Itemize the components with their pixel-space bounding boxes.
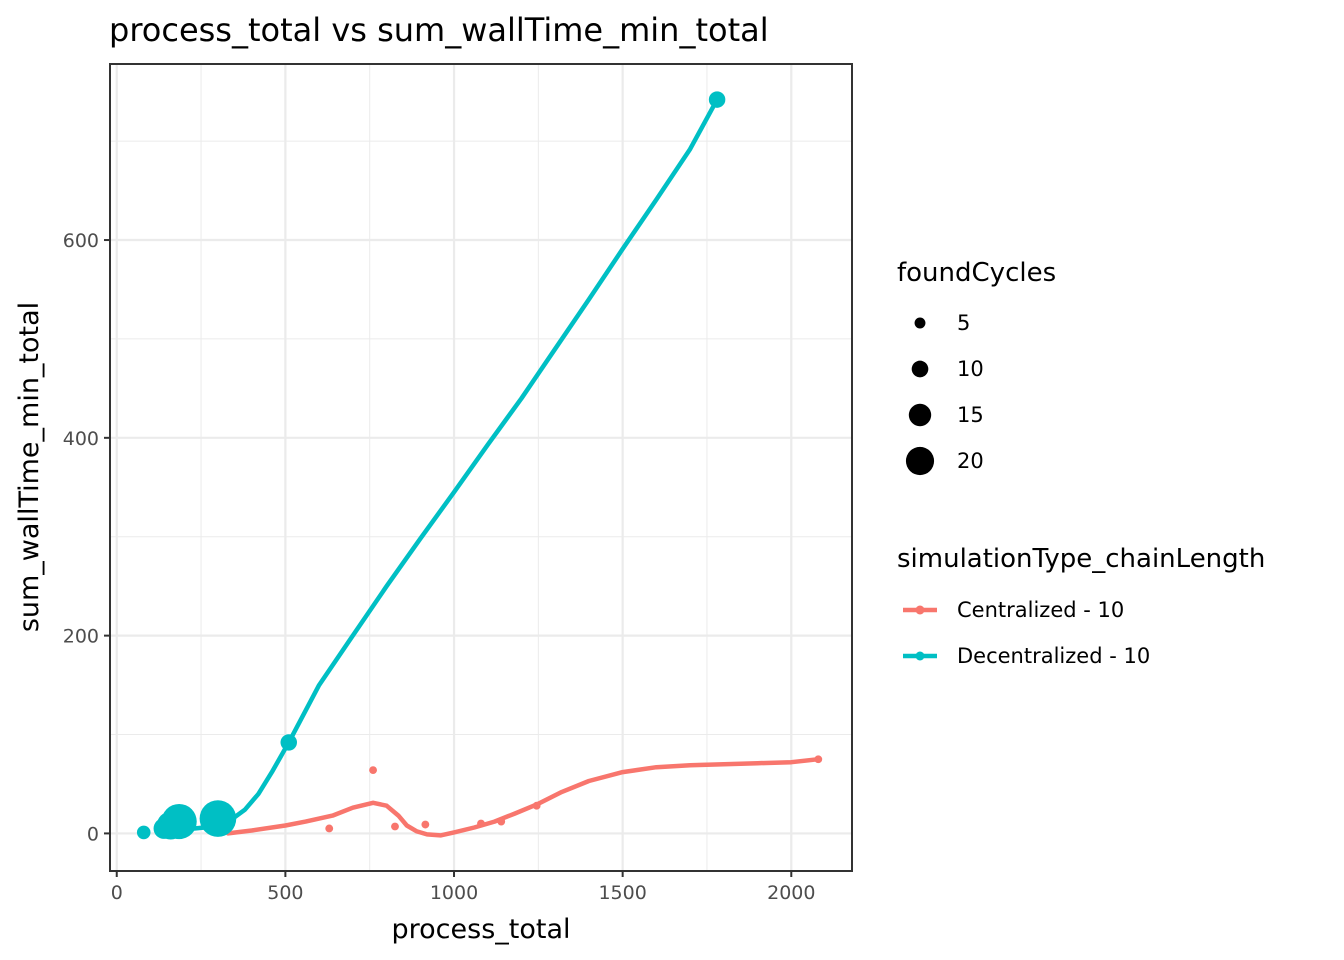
data-point	[325, 824, 334, 833]
size-legend-label: 20	[957, 449, 984, 473]
x-tick-label: 1000	[430, 882, 478, 904]
series-line-0	[225, 756, 821, 838]
data-point	[421, 820, 430, 829]
series-points	[136, 91, 823, 840]
color-legend: Centralized - 10 Decentralized - 10	[903, 598, 1150, 668]
data-point	[136, 825, 151, 840]
data-point	[369, 766, 377, 775]
color-legend-key-point	[915, 651, 925, 661]
size-legend-title: foundCycles	[897, 258, 1056, 288]
data-point	[497, 817, 506, 826]
y-tick-label: 200	[63, 626, 99, 648]
data-point	[477, 819, 485, 828]
y-tick-label: 600	[63, 230, 99, 252]
y-axis: 0 200 400 600	[63, 230, 110, 845]
plot-border	[109, 63, 853, 872]
x-tick-label: 2000	[767, 882, 815, 904]
color-legend-key-point	[915, 605, 925, 615]
y-axis-title: sum_wallTime_min_total	[14, 302, 45, 632]
size-legend-key	[908, 403, 932, 427]
data-point	[814, 755, 823, 764]
data-point	[161, 803, 197, 840]
plot-panel	[110, 64, 852, 871]
size-legend-key	[905, 446, 935, 476]
x-tick-label: 0	[111, 882, 123, 904]
data-point	[391, 822, 399, 831]
color-legend-label: Decentralized - 10	[957, 644, 1150, 668]
size-legend-label: 15	[957, 403, 984, 427]
size-legend: 5 10 15 20	[905, 311, 984, 476]
size-legend-label: 5	[957, 311, 970, 335]
x-tick-label: 500	[267, 882, 303, 904]
x-axis: 0 500 1000 1500 2000	[111, 871, 815, 904]
color-legend-label: Centralized - 10	[957, 598, 1124, 622]
x-tick-label: 1500	[598, 882, 646, 904]
data-point	[708, 91, 726, 108]
data-point	[199, 800, 237, 837]
y-tick-label: 400	[63, 428, 99, 450]
y-tick-label: 0	[87, 823, 99, 845]
size-legend-key	[911, 360, 929, 378]
chart-title: process_total vs sum_wallTime_min_total	[109, 11, 769, 49]
x-axis-title: process_total	[392, 914, 571, 945]
color-legend-title: simulationType_chainLength	[897, 544, 1265, 574]
data-point	[280, 734, 297, 751]
size-legend-key	[914, 317, 926, 329]
size-legend-label: 10	[957, 357, 984, 381]
data-point	[532, 801, 541, 810]
grid-minor	[110, 64, 852, 871]
